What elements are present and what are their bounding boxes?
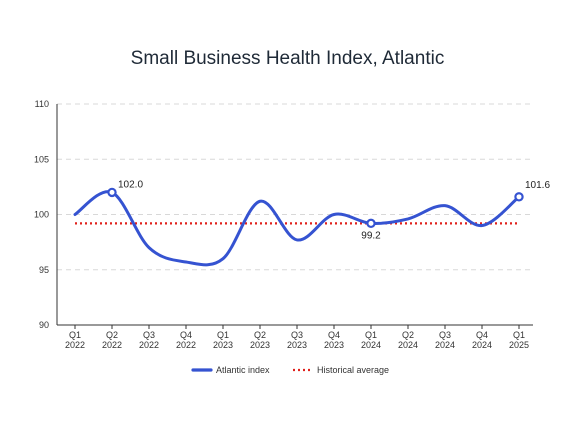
x-tick-label: Q3 — [143, 330, 155, 340]
y-tick-label: 90 — [39, 320, 49, 330]
y-tick-label: 110 — [35, 99, 49, 109]
y-tick-label: 105 — [34, 154, 49, 164]
chart-title: Small Business Health Index, Atlantic — [130, 48, 445, 69]
x-tick-label: Q1 — [365, 330, 377, 340]
series-line-atlantic-index — [73, 190, 521, 267]
x-tick-label: 2023 — [324, 340, 344, 350]
y-tick-label: 95 — [39, 265, 49, 275]
x-tick-label: Q4 — [476, 330, 488, 340]
x-tick-label: Q2 — [254, 330, 266, 340]
x-tick-label: 2024 — [472, 340, 492, 350]
x-tick-label: Q4 — [180, 330, 192, 340]
x-tick-label: 2024 — [398, 340, 418, 350]
x-tick-label: 2022 — [65, 340, 85, 350]
x-tick-label: 2024 — [435, 340, 455, 350]
x-tick-label: 2023 — [213, 340, 233, 350]
x-tick-label: 2023 — [250, 340, 270, 350]
x-tick-label: Q2 — [106, 330, 118, 340]
x-tick-label: 2023 — [287, 340, 307, 350]
x-tick-label: 2022 — [102, 340, 122, 350]
data-point-marker — [107, 187, 117, 198]
data-label: 99.2 — [361, 230, 381, 241]
x-tick-label: Q3 — [439, 330, 451, 340]
x-tick-label: 2024 — [361, 340, 381, 350]
data-point-marker — [514, 192, 524, 202]
x-tick-label: Q1 — [69, 330, 81, 340]
x-tick-label: Q3 — [291, 330, 303, 340]
data-label: 102.0 — [118, 179, 143, 190]
legend-label-atlantic-index: Atlantic index — [216, 365, 270, 375]
x-tick-label: 2025 — [509, 340, 529, 350]
x-tick-label: Q4 — [328, 330, 340, 340]
x-tick-label: Q2 — [402, 330, 414, 340]
y-tick-label: 100 — [34, 210, 49, 220]
x-tick-label: Q1 — [217, 330, 229, 340]
x-tick-label: 2022 — [139, 340, 159, 350]
legend-label-historical-average: Historical average — [317, 365, 389, 375]
data-point-marker — [366, 218, 376, 229]
x-tick-label: Q1 — [513, 330, 525, 340]
data-label: 101.6 — [525, 180, 550, 191]
x-tick-label: 2022 — [176, 340, 196, 350]
